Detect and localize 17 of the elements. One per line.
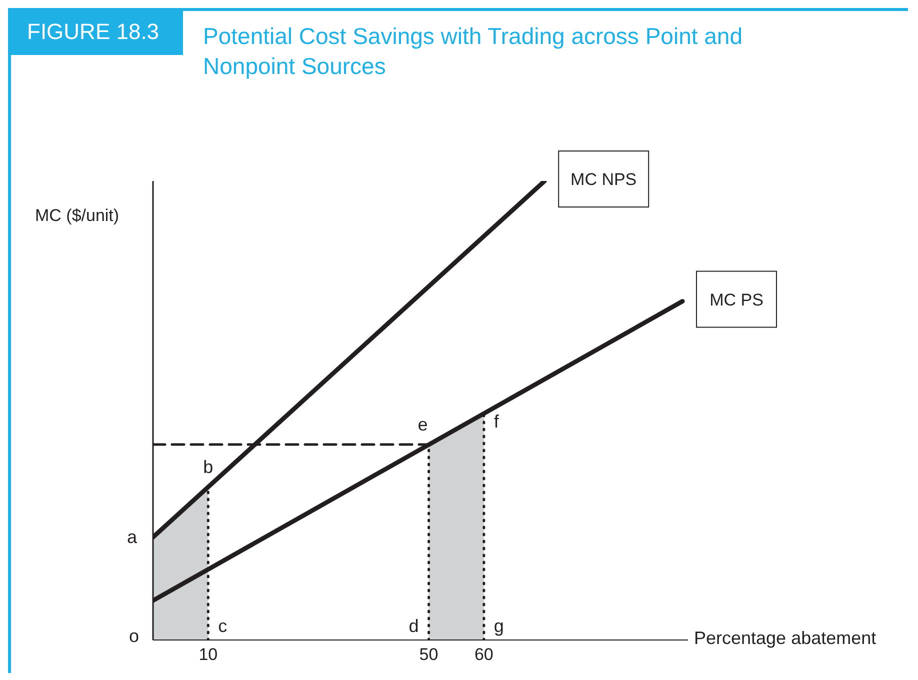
series-label: MC PS bbox=[710, 290, 764, 310]
annotation: d bbox=[408, 616, 419, 636]
series-label: MC NPS bbox=[570, 170, 637, 189]
y-axis-title: MC ($/unit) bbox=[35, 206, 120, 226]
chart-title: Potential Cost Savings with Trading across Point and Nonpoint Sources bbox=[203, 22, 744, 81]
x-tick-label: 10 bbox=[198, 645, 218, 664]
x-tick-label: 60 bbox=[474, 645, 494, 664]
annotation: c bbox=[218, 616, 228, 636]
text: o bbox=[128, 626, 139, 647]
caption: FIGURE 18.3 bbox=[11, 11, 183, 55]
x-tick-label: 50 bbox=[419, 645, 438, 664]
annotation: f bbox=[494, 411, 500, 432]
annotation: g bbox=[494, 616, 504, 636]
x-axis-title: Percentage abatement bbox=[694, 628, 876, 649]
annotation: e bbox=[418, 414, 428, 434]
annotation: a bbox=[126, 527, 138, 548]
annotation: b bbox=[203, 457, 214, 478]
